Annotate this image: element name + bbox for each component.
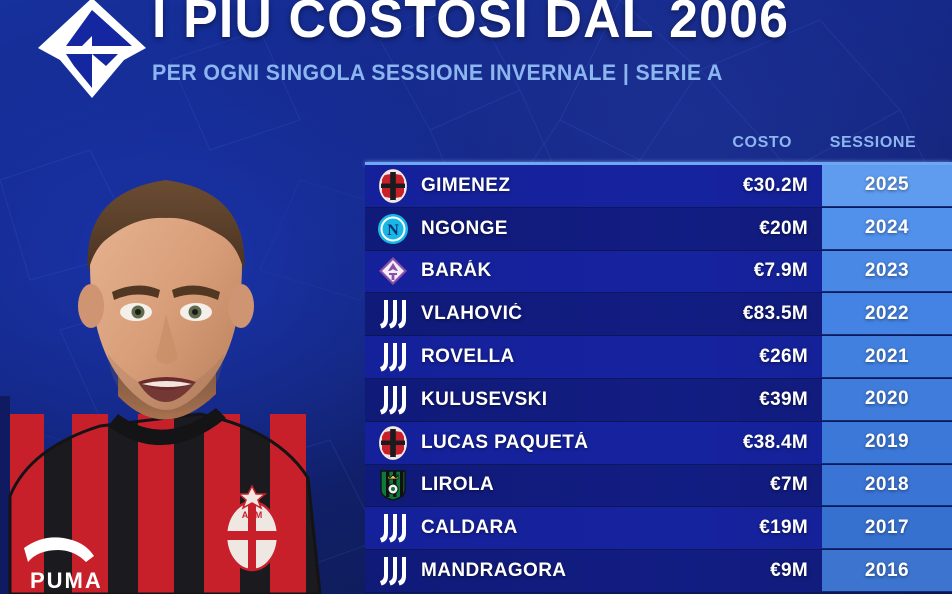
transfer-cost: €9M (770, 560, 808, 582)
club-crest-sassuolo (365, 469, 421, 502)
table-row[interactable]: LIROLA €7M 2018 (365, 464, 952, 508)
header: I PIU COSTOSI DAL 2006 PER OGNI SINGOLA … (0, 0, 952, 100)
club-crest-juventus (365, 554, 421, 588)
player-name: GIMENEZ (421, 174, 511, 196)
table-row[interactable]: BARÁK €7.9M 2023 (365, 250, 952, 294)
table-body: GIMENEZ €30.2M 2025 N NGONGE €20M 2024 BARÁK… (365, 165, 952, 593)
transfer-session-year: 2018 (822, 464, 952, 507)
transfer-session-year: 2024 (822, 207, 952, 250)
table-top-rule (365, 162, 952, 165)
anfield-index-a-logo (38, 0, 146, 98)
transfer-session-year: 2020 (822, 378, 952, 421)
juventus-crest-icon (380, 300, 406, 329)
table-row[interactable]: VLAHOVIĆ €83.5M 2022 (365, 293, 952, 337)
club-crest-juventus (365, 340, 421, 374)
transfer-cost: €7M (770, 474, 808, 496)
player-name: BARÁK (421, 260, 492, 282)
ac-milan-crest-icon (379, 425, 407, 460)
transfer-cost: €39M (759, 388, 808, 410)
club-crest-fiorentina (365, 256, 421, 286)
transfer-session-year: 2016 (822, 550, 952, 592)
transfer-cost: €19M (759, 517, 808, 539)
transfer-session-year: 2023 (822, 250, 952, 293)
table-row[interactable]: GIMENEZ €30.2M 2025 (365, 165, 952, 208)
transfer-cost: €83.5M (742, 303, 808, 325)
transfer-cost: €30.2M (742, 174, 808, 196)
club-crest-ac-milan (365, 168, 421, 203)
transfer-cost: €20M (759, 217, 808, 239)
table-row[interactable]: CALDARA €19M 2017 (365, 507, 952, 551)
club-crest-juventus (365, 511, 421, 545)
table-row[interactable]: LUCAS PAQUETÁ €38.4M 2019 (365, 421, 952, 465)
fiorentina-crest-icon (379, 257, 407, 286)
player-photo: PUMA ACM (0, 180, 322, 594)
svg-text:N: N (387, 222, 399, 239)
table-column-headers: COSTO SESSIONE (365, 130, 952, 162)
transfer-session-year: 2021 (822, 336, 952, 378)
club-crest-napoli: N (365, 213, 421, 245)
player-name: KULUSEVSKI (421, 388, 548, 410)
page-title: I PIU COSTOSI DAL 2006 (152, 0, 790, 49)
player-name: ROVELLA (421, 346, 515, 368)
ac-milan-crest-icon (379, 168, 407, 203)
juventus-crest-icon (380, 514, 406, 543)
sassuolo-crest-icon (380, 470, 406, 502)
table-row[interactable]: ROVELLA €26M 2021 (365, 336, 952, 379)
transfer-cost: €38.4M (742, 431, 808, 453)
player-name: LUCAS PAQUETÁ (421, 431, 589, 453)
table-row[interactable]: N NGONGE €20M 2024 (365, 207, 952, 251)
column-header-cost: COSTO (732, 134, 792, 151)
page-subtitle: PER OGNI SINGOLA SESSIONE INVERNALE | SE… (152, 60, 723, 85)
transfer-cost: €26M (759, 346, 808, 368)
table-row[interactable]: KULUSEVSKI €39M 2020 (365, 378, 952, 422)
svg-text:PUMA: PUMA (30, 568, 103, 593)
napoli-crest-icon: N (378, 213, 408, 244)
player-name: MANDRAGORA (421, 560, 567, 582)
player-name: CALDARA (421, 517, 518, 539)
transfer-session-year: 2025 (822, 165, 952, 207)
juventus-crest-icon (380, 343, 406, 372)
club-crest-ac-milan (365, 425, 421, 460)
juventus-crest-icon (380, 557, 406, 586)
transfers-table: COSTO SESSIONE GIMENEZ €30.2M 2025 N NGONG… (365, 130, 952, 593)
transfer-session-year: 2017 (822, 507, 952, 550)
svg-text:ACM: ACM (242, 510, 263, 520)
player-name: VLAHOVIĆ (421, 303, 523, 325)
column-header-session: SESSIONE (829, 134, 917, 151)
transfer-session-year: 2019 (822, 421, 952, 464)
transfer-session-year: 2022 (822, 293, 952, 336)
club-crest-juventus (365, 297, 421, 331)
club-crest-juventus (365, 383, 421, 417)
juventus-crest-icon (380, 385, 406, 415)
table-row[interactable]: MANDRAGORA €9M 2016 (365, 550, 952, 593)
player-name: LIROLA (421, 474, 495, 496)
transfer-cost: €7.9M (753, 260, 808, 282)
player-name: NGONGE (421, 217, 508, 239)
